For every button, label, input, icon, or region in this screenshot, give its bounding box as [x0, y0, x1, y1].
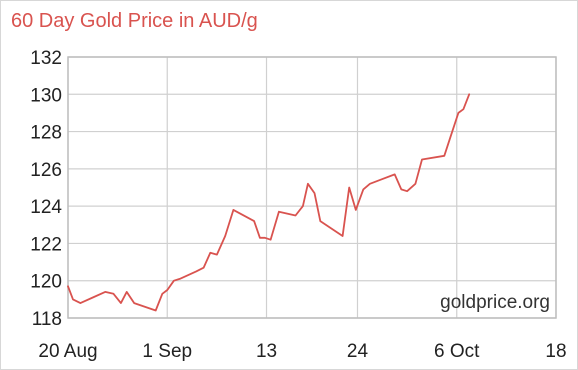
watermark-text: goldprice.org — [440, 292, 550, 313]
x-tick-label: 18 — [545, 341, 566, 362]
price-line — [67, 93, 471, 312]
y-tick-label: 118 — [32, 309, 62, 330]
y-tick-label: 122 — [30, 234, 62, 255]
plot-border — [67, 56, 557, 319]
plot-area — [68, 57, 556, 318]
x-axis-labels: 20 Aug 1 Sep 13 24 6 Oct 18 — [38, 341, 566, 362]
x-tick-label: 1 Sep — [142, 341, 192, 362]
y-tick-label: 128 — [30, 123, 62, 144]
x-tick-label: 6 Oct — [434, 341, 480, 362]
x-tick-label: 13 — [256, 341, 277, 362]
x-tick-label: 20 Aug — [38, 341, 97, 362]
chart-title: 60 Day Gold Price in AUD/g — [11, 10, 258, 32]
y-tick-label: 120 — [30, 272, 62, 293]
y-tick-label: 126 — [30, 160, 62, 181]
y-tick-label: 132 — [30, 48, 62, 69]
y-tick-label: 124 — [30, 197, 62, 218]
x-tick-label: 24 — [347, 341, 369, 362]
y-axis-labels: 118 120 122 124 126 128 130 132 — [30, 48, 62, 330]
y-tick-label: 130 — [30, 85, 62, 106]
